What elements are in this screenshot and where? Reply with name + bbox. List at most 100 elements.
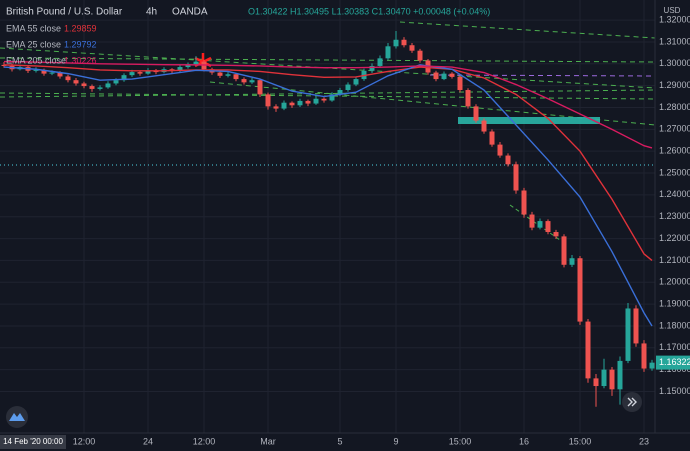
candle-body [225, 74, 231, 76]
legend-value: 1.29859 [64, 23, 97, 33]
candle-body [393, 39, 399, 47]
x-tick-label: 15:00 [569, 436, 592, 446]
x-tick-label: 12:00 [73, 436, 96, 446]
candle-body [553, 232, 559, 237]
candle-body [265, 94, 271, 107]
candle-body [33, 69, 39, 71]
candle-body [401, 39, 407, 46]
scroll-icon [627, 397, 637, 407]
candle-body [377, 58, 383, 66]
candle-body [473, 106, 479, 121]
candle-body [73, 80, 79, 84]
candle-body [97, 87, 103, 89]
candle-body [513, 164, 519, 191]
plot [1, 31, 655, 407]
y-axis-panel [655, 0, 690, 451]
candle-body [625, 308, 631, 361]
candle-body [505, 155, 511, 165]
candle-body [641, 343, 647, 369]
candle-body [177, 67, 183, 71]
candle-body [321, 98, 327, 101]
candle-body [305, 100, 311, 104]
x-tick-label: 9 [393, 436, 398, 446]
candle-body [561, 236, 567, 265]
candle-body [41, 69, 47, 74]
candle-body [649, 362, 655, 369]
candle-body [145, 70, 151, 74]
x-tick-label: 12:00 [193, 436, 216, 446]
y-tick-label: 1.26000 [659, 146, 690, 156]
candle-body [185, 64, 191, 68]
candle-body [457, 76, 463, 91]
candle-body [537, 221, 543, 228]
y-tick-label: 1.19000 [659, 298, 690, 308]
legend-value: 1.29792 [64, 39, 97, 49]
candle-body [601, 369, 607, 387]
trend-line [399, 21, 656, 39]
chart-title: British Pound / U.S. Dollar [6, 7, 123, 18]
candle-body [497, 144, 503, 156]
legend-value: 1.30226 [64, 55, 97, 65]
candle-body [313, 98, 319, 104]
candle-body [81, 83, 87, 87]
candle-body [529, 214, 535, 228]
candle-body [345, 84, 351, 91]
candle-body [409, 45, 415, 51]
y-tick-label: 1.27000 [659, 124, 690, 134]
candle-body [521, 190, 527, 215]
y-tick-label: 1.20000 [659, 277, 690, 287]
candle-body [417, 50, 423, 61]
candle-body [257, 80, 263, 95]
y-tick-label: 1.15000 [659, 386, 690, 396]
cursor-label: 14 Feb '20 00:00 [3, 437, 63, 446]
candle-body [449, 73, 455, 77]
x-tick-label: 15:00 [449, 436, 472, 446]
legend-label: EMA 205 close [6, 55, 66, 65]
y-tick-label: 1.17000 [659, 342, 690, 352]
candle-body [337, 90, 343, 95]
ema-line [3, 64, 653, 261]
candle-body [89, 86, 95, 89]
last-price-label: 1.16322 [659, 357, 690, 367]
trend-line [429, 74, 656, 77]
y-tick-label: 1.18000 [659, 320, 690, 330]
y-tick-label: 1.25000 [659, 167, 690, 177]
candle-body [593, 378, 599, 387]
y-tick-label: 1.28000 [659, 102, 690, 112]
x-tick-label: 23 [639, 436, 649, 446]
last-price-box [656, 355, 690, 370]
candle-body [249, 80, 255, 83]
candle-body [217, 72, 223, 76]
legend-label: EMA 55 close [6, 23, 61, 33]
interval: 4h [146, 7, 157, 18]
logo-icon [9, 413, 25, 421]
ema-line [3, 60, 653, 149]
candle-body [289, 102, 295, 106]
candle-body [137, 72, 143, 74]
candle-body [65, 76, 71, 81]
zone [458, 117, 600, 124]
y-tick-label: 1.24000 [659, 189, 690, 199]
candle-body [369, 65, 375, 71]
legend-label: EMA 25 close [6, 39, 61, 49]
candle-body [545, 221, 551, 233]
trend-line [0, 57, 656, 63]
candle-body [609, 369, 615, 390]
candle-body [241, 79, 247, 83]
candle-body [577, 258, 583, 322]
axis: 1.32000 1.31000 1.30000 1.29000 1.28000 1.270… [73, 14, 690, 446]
candle-body [633, 308, 639, 344]
candle-body [433, 72, 439, 80]
candle-body [329, 94, 335, 101]
x-tick-label: Mar [260, 436, 276, 446]
y-tick-label: 1.29000 [659, 80, 690, 90]
candle-body [585, 321, 591, 379]
y-tick-label: 1.21000 [659, 255, 690, 265]
x-tick-label: 5 [337, 436, 342, 446]
ema-line [3, 64, 653, 327]
trend-line [509, 204, 561, 241]
candle-body [49, 72, 55, 74]
y-tick-label: 1.31000 [659, 36, 690, 46]
y-tick-label: 1.32000 [659, 14, 690, 24]
